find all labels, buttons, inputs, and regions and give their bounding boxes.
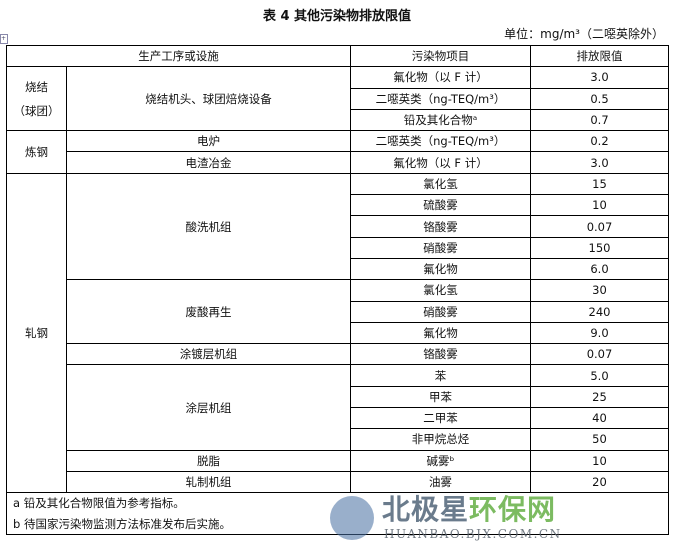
unit-label: 单位：mg/m³（二噁英除外） [504,27,664,41]
table-row: 涂层机组苯 5.0 [7,364,669,451]
footnote-row: a 铅及其化合物限值为参考指标。 [6,492,669,514]
limit-value: 10 [530,449,669,472]
table-row: 脱脂 碱雾ᵇ 10 [7,449,669,472]
limit-value: 0.07 [530,343,669,366]
limit-value: 0.5 [530,87,669,110]
table-row: 电渣冶金 氟化物（以 F 计） 3.0 [7,151,669,174]
facility-name: 电炉 [66,130,351,153]
table-row: 废酸再生 氯化氢 30 [7,279,669,345]
table-row: 炼钢 电炉 二噁英类（ng-TEQ/m³） 0.2 [6,130,669,174]
table-row: 轧制机组 油雾 20 [7,470,669,494]
pollutant-name: 苯 [350,364,531,387]
process-category: 轧钢 [6,172,67,494]
footnote: a 铅及其化合物限值为参考指标。 [6,492,669,514]
limit-value: 10 [530,194,669,217]
table-row: 二甲苯 40 [7,407,669,430]
process-category: 炼钢 [6,130,67,174]
table-row: 硝酸雾 240 [7,300,669,323]
limit-value: 30 [530,279,669,302]
limit-value: 5.0 [530,364,669,387]
facility-name: 脱脂 [66,449,351,472]
pollutant-name: 二甲苯 [350,407,531,430]
pollutant-name: 氟化物（以 F 计） [350,151,531,174]
limit-value: 50 [530,428,669,451]
pollutant-name: 硝酸雾 [350,236,531,259]
limit-value: 20 [530,470,669,494]
table-title: 表 4 其他污染物排放限值 [262,9,412,24]
table-anchor-icon[interactable]: + [0,34,8,44]
limit-value: 0.07 [530,215,669,238]
pollutant-name: 氟化物 [350,321,531,345]
limit-value: 3.0 [530,151,669,174]
pollutant-name: 硝酸雾 [350,300,531,323]
limit-value: 15 [530,172,669,196]
header-pollutant: 污染物项目 [350,44,531,68]
pollutant-name: 甲苯 [350,385,531,409]
limit-value: 240 [530,300,669,323]
table-row: 硫酸雾 10 [7,194,669,217]
table-row: 氟化物 9.0 [7,321,669,345]
limit-value: 6.0 [530,257,669,281]
facility-name: 烧结机头、球团焙烧设备 [66,66,351,132]
pollutant-name: 铅及其化合物ᵃ [350,108,531,132]
pollutant-name: 碱雾ᵇ [350,449,531,472]
pollutant-name: 硫酸雾 [350,194,531,217]
footnote: b 待国家污染物监测方法标准发布后实施。 [6,513,669,535]
limit-value: 25 [530,385,669,409]
pollutant-name: 氯化氢 [350,172,531,196]
header-limit: 排放限值 [530,44,669,68]
facility-name: 电渣冶金 [66,151,351,174]
table-row: 硝酸雾 150 [7,236,669,259]
pollutant-name: 氟化物（以 F 计） [350,66,531,89]
process-category: 烧结 （球团） [6,66,67,132]
footnote-row: b 待国家污染物监测方法标准发布后实施。 [6,513,669,535]
facility-name: 轧制机组 [66,470,351,494]
facility-name: 涂层机组 [66,364,351,451]
pollutant-name: 铬酸雾 [350,215,531,238]
facility-name: 酸洗机组 [66,172,351,281]
limit-value: 3.0 [530,66,669,89]
facility-name: 涂镀层机组 [66,343,351,366]
limit-value: 0.7 [530,108,669,132]
pollutant-name: 氯化氢 [350,279,531,302]
table-row: 轧钢 酸洗机组 氯化氢 15 [6,172,669,494]
limit-value: 150 [530,236,669,259]
table-row: 非甲烷总烃 50 [7,428,669,451]
table-row: 涂镀层机组 铬酸雾 0.07 [7,343,669,366]
pollutant-name: 油雾 [350,470,531,494]
header-process: 生产工序或设施 [6,44,351,68]
facility-name: 废酸再生 [66,279,351,345]
limit-value: 9.0 [530,321,669,345]
pollutant-name: 二噁英类（ng-TEQ/m³） [350,130,531,153]
table-row: 甲苯 25 [7,385,669,409]
header-row: 生产工序或设施 污染物项目 排放限值 [6,44,669,68]
pollutant-name: 铬酸雾 [350,343,531,366]
limit-value: 40 [530,407,669,430]
emission-limits-table: 生产工序或设施 污染物项目 排放限值 烧结 （球团） 烧结机头、球团焙烧设备 氟化物… [6,44,669,535]
table-row: 烧结 （球团） 烧结机头、球团焙烧设备 氟化物（以 F 计） 3.0 [6,66,669,132]
pollutant-name: 氟化物 [350,257,531,281]
pollutant-name: 二噁英类（ng-TEQ/m³） [350,87,531,110]
pollutant-name: 非甲烷总烃 [350,428,531,451]
limit-value: 0.2 [530,130,669,153]
